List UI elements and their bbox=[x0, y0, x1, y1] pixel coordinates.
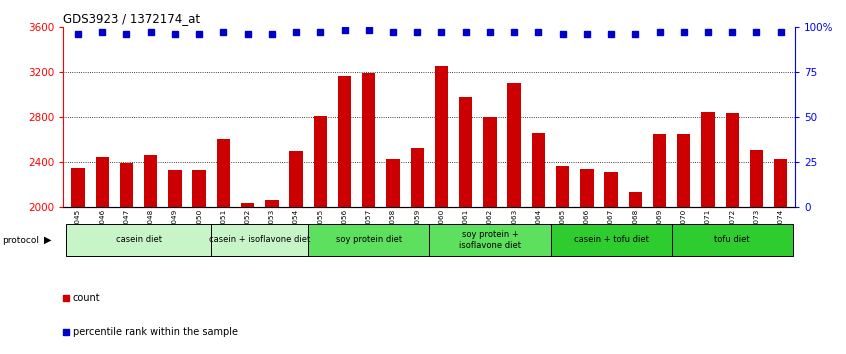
FancyBboxPatch shape bbox=[672, 224, 793, 256]
Bar bbox=[362, 73, 376, 354]
Text: tofu diet: tofu diet bbox=[714, 235, 750, 244]
Bar bbox=[604, 172, 618, 354]
Bar bbox=[410, 148, 424, 354]
Bar bbox=[629, 193, 642, 354]
Bar bbox=[338, 76, 351, 354]
Bar bbox=[677, 134, 690, 354]
Bar bbox=[508, 83, 521, 354]
Bar bbox=[556, 166, 569, 354]
Bar bbox=[96, 158, 109, 354]
Bar bbox=[459, 97, 472, 354]
Bar bbox=[483, 117, 497, 354]
Text: count: count bbox=[73, 293, 101, 303]
Bar bbox=[193, 170, 206, 354]
Bar bbox=[265, 200, 278, 354]
Bar bbox=[580, 169, 594, 354]
Bar bbox=[532, 133, 545, 354]
Bar bbox=[435, 66, 448, 354]
Bar bbox=[701, 112, 715, 354]
FancyBboxPatch shape bbox=[308, 224, 429, 256]
Bar bbox=[168, 170, 182, 354]
Text: protocol: protocol bbox=[3, 235, 40, 245]
Text: ▶: ▶ bbox=[44, 235, 52, 245]
FancyBboxPatch shape bbox=[212, 224, 308, 256]
Bar bbox=[750, 149, 763, 354]
FancyBboxPatch shape bbox=[429, 224, 551, 256]
Text: casein + tofu diet: casein + tofu diet bbox=[574, 235, 649, 244]
Bar bbox=[726, 113, 739, 354]
FancyBboxPatch shape bbox=[66, 224, 212, 256]
Bar bbox=[217, 139, 230, 354]
Text: percentile rank within the sample: percentile rank within the sample bbox=[73, 327, 238, 337]
Bar bbox=[774, 159, 788, 354]
Bar bbox=[289, 151, 303, 354]
Bar bbox=[120, 163, 133, 354]
Bar bbox=[241, 202, 255, 354]
Bar bbox=[144, 155, 157, 354]
Bar bbox=[314, 116, 327, 354]
Text: casein + isoflavone diet: casein + isoflavone diet bbox=[209, 235, 310, 244]
Text: casein diet: casein diet bbox=[116, 235, 162, 244]
FancyBboxPatch shape bbox=[551, 224, 672, 256]
Bar bbox=[653, 134, 666, 354]
Text: soy protein +
isoflavone diet: soy protein + isoflavone diet bbox=[459, 230, 521, 250]
Text: GDS3923 / 1372174_at: GDS3923 / 1372174_at bbox=[63, 12, 201, 25]
Bar bbox=[71, 167, 85, 354]
Bar bbox=[387, 159, 399, 354]
Text: soy protein diet: soy protein diet bbox=[336, 235, 402, 244]
